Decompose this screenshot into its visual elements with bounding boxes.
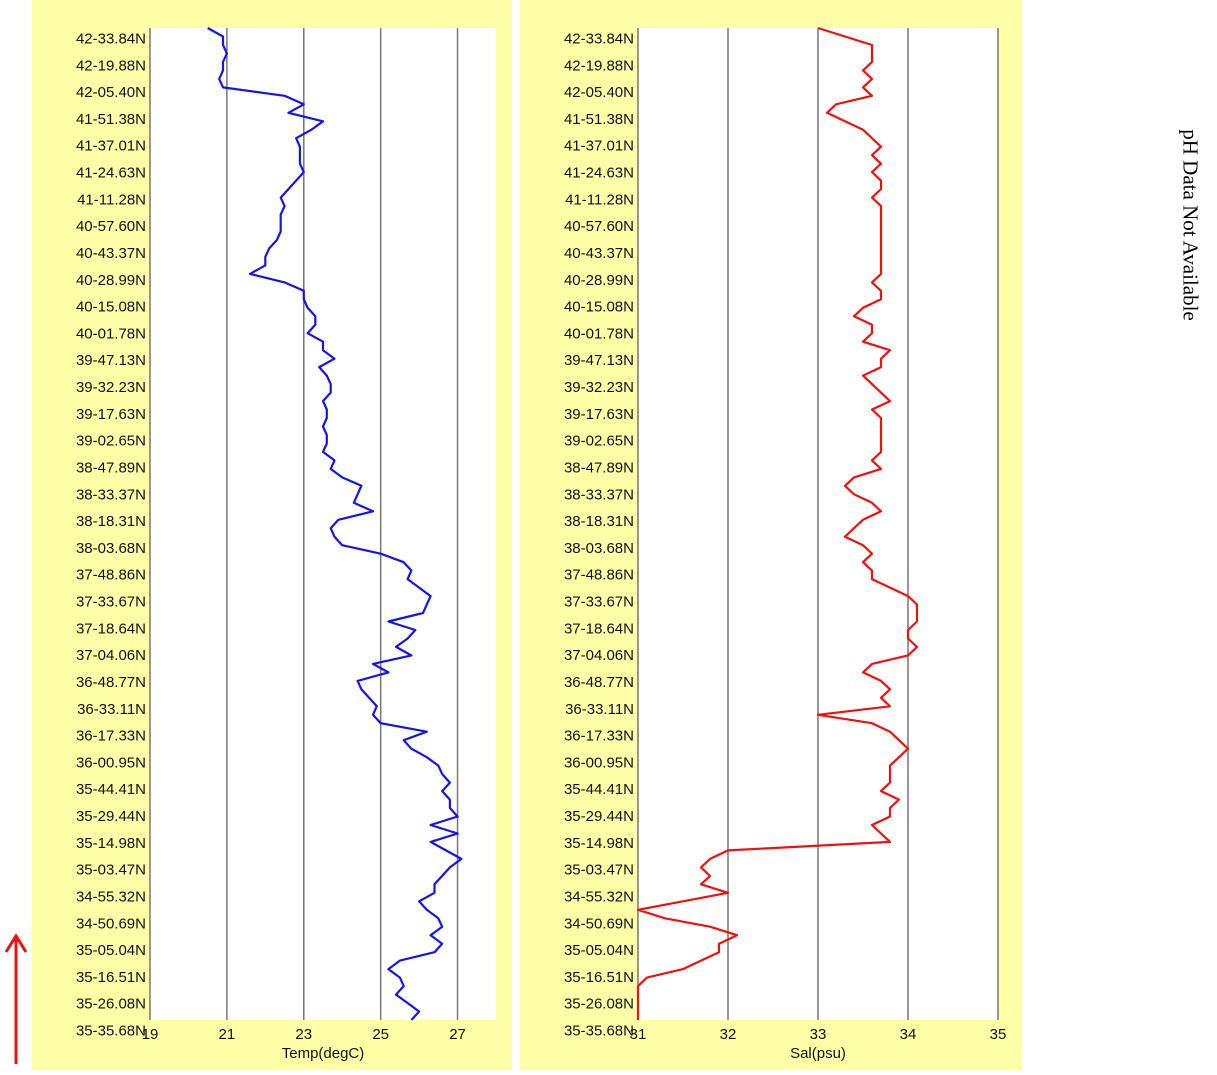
y-tick-label: 39-02.65N [564, 433, 634, 450]
y-tick-label: 39-17.63N [564, 406, 634, 423]
y-tick-label: 35-35.68N [76, 1023, 146, 1040]
y-tick-label: 34-55.32N [564, 888, 634, 905]
y-tick-label: 38-47.89N [76, 459, 146, 476]
y-tick-label: 39-32.23N [564, 379, 634, 396]
y-tick-label: 36-17.33N [564, 728, 634, 745]
y-tick-label: 37-33.67N [564, 594, 634, 611]
y-tick-label: 42-05.40N [564, 84, 634, 101]
y-tick-label: 36-48.77N [76, 674, 146, 691]
series-line [207, 27, 463, 1021]
y-tick-label: 37-48.86N [76, 567, 146, 584]
y-tick-label: 37-04.06N [564, 647, 634, 664]
y-tick-label: 42-33.84N [76, 31, 146, 48]
y-tick-label: 38-18.31N [564, 513, 634, 530]
y-tick-label: 40-28.99N [564, 272, 634, 289]
y-tick-label: 41-11.28N [565, 191, 634, 208]
x-tick-label: 31 [630, 1026, 647, 1043]
y-tick-label: 35-05.04N [564, 942, 634, 959]
x-tick-label: 33 [810, 1026, 827, 1043]
y-tick-label: 34-55.32N [76, 888, 146, 905]
y-tick-label: 40-01.78N [564, 325, 634, 342]
y-tick-label: 35-03.47N [76, 862, 146, 879]
y-tick-label: 39-17.63N [76, 406, 146, 423]
y-tick-label: 38-03.68N [564, 540, 634, 557]
plot-area [150, 28, 496, 1020]
x-tick-label: 21 [219, 1026, 236, 1043]
y-tick-label: 40-57.60N [76, 218, 146, 235]
y-tick-label: 37-04.06N [76, 647, 146, 664]
y-tick-label: 35-29.44N [76, 808, 146, 825]
x-tick-label: 25 [372, 1026, 389, 1043]
y-tick-label: 41-37.01N [564, 138, 634, 155]
y-tick-label: 36-00.95N [564, 754, 634, 771]
y-tick-label: 42-19.88N [564, 57, 634, 74]
y-tick-label: 42-05.40N [76, 84, 146, 101]
temperature-chart: 42-33.84N 42-19.88N 42-05.40N 41-51.38N 41-3… [76, 27, 496, 1062]
y-tick-label: 41-24.63N [564, 165, 634, 182]
y-tick-label: 38-33.37N [564, 486, 634, 503]
y-tick-label: 40-15.08N [564, 299, 634, 316]
y-tick-label: 34-50.69N [564, 915, 634, 932]
y-tick-label: 36-48.77N [564, 674, 634, 691]
y-tick-label: 37-33.67N [76, 594, 146, 611]
x-tick-label: 34 [900, 1026, 917, 1043]
y-tick-label: 41-51.38N [564, 111, 634, 128]
y-tick-label: 42-33.84N [564, 31, 634, 48]
y-tick-label: 35-16.51N [76, 969, 146, 986]
y-tick-label: 39-02.65N [76, 433, 146, 450]
x-tick-label: 23 [295, 1026, 312, 1043]
y-tick-label: 37-18.64N [564, 620, 634, 637]
y-tick-label: 35-44.41N [76, 781, 146, 798]
salinity-chart-panel: 42-33.84N 42-19.88N 42-05.40N 41-51.38N 41-3… [520, 0, 1022, 1070]
y-tick-label: 40-43.37N [76, 245, 146, 262]
y-tick-label: 36-33.11N [77, 701, 146, 718]
y-tick-label: 39-47.13N [564, 352, 634, 369]
x-tick-label: 27 [449, 1026, 466, 1043]
y-tick-label: 35-16.51N [564, 969, 634, 986]
y-tick-label: 41-11.28N [77, 191, 146, 208]
ph-unavailable-note: pH Data Not Available [1160, 110, 1217, 340]
x-tick-label: 32 [720, 1026, 737, 1043]
x-axis-label: Sal(psu) [790, 1045, 846, 1062]
y-tick-label: 40-01.78N [76, 325, 146, 342]
salinity-chart: 42-33.84N 42-19.88N 42-05.40N 41-51.38N 41-3… [564, 26, 1007, 1062]
y-tick-label: 36-00.95N [76, 754, 146, 771]
y-tick-label: 36-17.33N [76, 728, 146, 745]
y-tick-label: 35-05.04N [76, 942, 146, 959]
ph-note-text: pH Data Not Available [1178, 129, 1203, 321]
y-tick-label: 41-37.01N [76, 138, 146, 155]
y-tick-label: 38-18.31N [76, 513, 146, 530]
y-tick-label: 35-14.98N [76, 835, 146, 852]
y-tick-label: 35-26.08N [76, 996, 146, 1013]
x-tick-label: 19 [142, 1026, 159, 1043]
y-tick-label: 40-43.37N [564, 245, 634, 262]
y-tick-label: 35-29.44N [564, 808, 634, 825]
y-tick-label: 37-48.86N [564, 567, 634, 584]
series-line [636, 26, 919, 1020]
y-tick-label: 35-26.08N [564, 996, 634, 1013]
y-tick-label: 36-33.11N [565, 701, 634, 718]
y-tick-label: 38-47.89N [564, 459, 634, 476]
y-tick-label: 35-44.41N [564, 781, 634, 798]
x-axis-label: Temp(degC) [282, 1045, 365, 1062]
y-tick-label: 40-57.60N [564, 218, 634, 235]
y-tick-label: 38-33.37N [76, 486, 146, 503]
y-tick-label: 34-50.69N [76, 915, 146, 932]
y-tick-label: 40-28.99N [76, 272, 146, 289]
y-tick-label: 42-19.88N [76, 57, 146, 74]
y-tick-label: 38-03.68N [76, 540, 146, 557]
y-tick-label: 37-18.64N [76, 620, 146, 637]
y-tick-label: 35-14.98N [564, 835, 634, 852]
y-tick-label: 39-32.23N [76, 379, 146, 396]
x-tick-label: 35 [990, 1026, 1007, 1043]
direction-up-arrow-icon [4, 933, 28, 1064]
y-tick-label: 41-24.63N [76, 165, 146, 182]
y-tick-label: 40-15.08N [76, 299, 146, 316]
y-tick-label: 35-35.68N [564, 1023, 634, 1040]
y-tick-label: 35-03.47N [564, 862, 634, 879]
y-tick-label: 41-51.38N [76, 111, 146, 128]
y-tick-label: 39-47.13N [76, 352, 146, 369]
temperature-chart-panel: 42-33.84N 42-19.88N 42-05.40N 41-51.38N 41-3… [32, 0, 512, 1070]
